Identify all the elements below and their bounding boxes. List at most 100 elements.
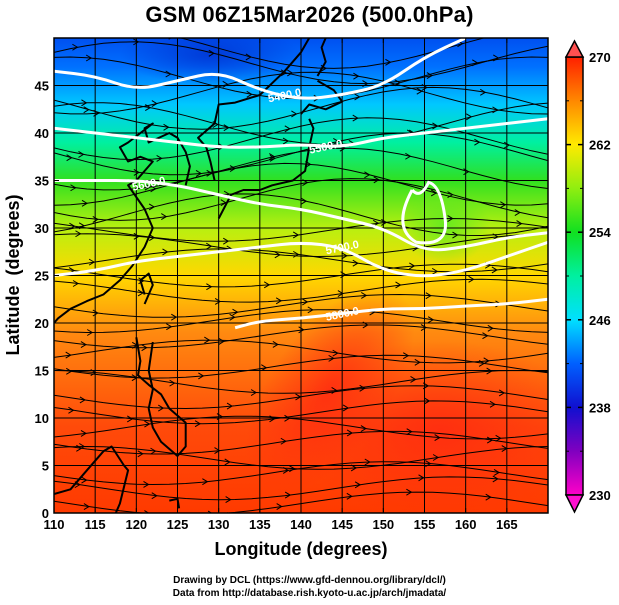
y-tick-label: 20 xyxy=(35,316,49,331)
contour-closed-low xyxy=(401,180,448,245)
stream-arrow xyxy=(354,481,362,489)
stream-arrow xyxy=(280,69,287,77)
stream-arrow xyxy=(360,425,367,432)
stream-arrow xyxy=(331,387,338,394)
y-tick-label: 10 xyxy=(35,411,49,426)
stream-arrow xyxy=(425,292,432,300)
stream-arrow xyxy=(426,72,433,80)
y-tick-label: 25 xyxy=(35,269,49,284)
coastline xyxy=(217,118,315,219)
stream-arrow xyxy=(169,379,176,387)
contour-line xyxy=(234,297,548,330)
stream-arrow xyxy=(232,308,239,316)
stream-arrow xyxy=(75,230,82,238)
stream-arrow xyxy=(409,262,416,270)
stream-arrow xyxy=(202,478,209,486)
stream-arrow xyxy=(486,436,494,444)
stream-arrow xyxy=(361,292,368,299)
stream-arrow xyxy=(410,376,417,383)
y-tick-label: 45 xyxy=(35,79,49,94)
warm-tongue xyxy=(245,285,415,495)
stream-arrow xyxy=(500,201,507,209)
stream-arrow xyxy=(83,106,90,114)
stream-arrow xyxy=(284,125,291,133)
stream-arrow xyxy=(414,358,421,366)
x-tick-label: 165 xyxy=(496,517,518,532)
stream-arrow xyxy=(364,458,371,466)
y-axis: 0 5 10 15 20 25 30 35 40 45 xyxy=(35,79,548,521)
stream-arrow xyxy=(430,189,438,197)
stream-arrow xyxy=(353,72,360,80)
stream-arrow xyxy=(137,450,144,458)
stream-arrow xyxy=(482,332,489,340)
stream-arrow xyxy=(395,281,402,289)
stream-arrow xyxy=(206,242,213,250)
y-axis-title: Latitude (degrees) xyxy=(3,194,23,355)
stream-arrow xyxy=(143,481,150,488)
stream-arrow xyxy=(83,503,90,510)
stream-arrow xyxy=(79,396,86,404)
stream-arrow xyxy=(275,297,283,305)
stream-arrow xyxy=(276,503,283,510)
stream-arrow xyxy=(487,324,494,332)
contour-line xyxy=(54,38,467,100)
x-tick-label: 155 xyxy=(414,517,436,532)
stream-arrow xyxy=(337,290,344,297)
stream-arrow xyxy=(493,469,500,476)
stream-arrow xyxy=(156,155,163,162)
stream-arrow xyxy=(214,298,222,305)
stream-arrow xyxy=(492,106,499,114)
stream-arrow xyxy=(151,492,158,500)
stream-arrow xyxy=(518,27,523,33)
stream-arrow xyxy=(68,406,75,414)
x-tick-label: 110 xyxy=(44,517,65,532)
stream-arrow xyxy=(364,171,371,179)
stream-arrow xyxy=(385,58,392,66)
stream-arrow xyxy=(269,153,276,161)
stream-arrow xyxy=(432,454,440,461)
stream-arrow xyxy=(352,114,359,122)
x-tick-label: 130 xyxy=(208,517,230,532)
credit-drawing: Drawing by DCL (https://www.gfd-dennou.o… xyxy=(173,575,446,586)
stream-arrow xyxy=(72,43,79,51)
x-tick-label: 140 xyxy=(290,517,312,532)
cold-core xyxy=(120,38,300,85)
stream-arrow xyxy=(198,372,205,380)
stream-arrow xyxy=(171,313,178,321)
coastline xyxy=(139,272,154,305)
stream-arrow xyxy=(133,232,140,240)
stream-arrow xyxy=(246,90,253,98)
stream-arrow xyxy=(263,281,271,289)
stream-arrow xyxy=(280,437,287,445)
stream-arrow xyxy=(88,258,96,266)
stream-arrow xyxy=(226,402,233,410)
colorbar-tick-label: 270 xyxy=(589,50,611,65)
stream-arrow xyxy=(328,354,335,362)
stream-arrow xyxy=(208,49,215,57)
stream-arrow xyxy=(222,237,230,245)
stream-arrow xyxy=(81,476,88,484)
stream-arrow xyxy=(418,474,425,482)
stream-arrow xyxy=(250,389,258,396)
stream-arrow xyxy=(133,38,140,46)
coastline xyxy=(300,79,344,115)
stream-arrow xyxy=(272,341,279,348)
y-tick-label: 30 xyxy=(35,221,49,236)
stream-arrow xyxy=(466,113,473,121)
stream-arrow xyxy=(214,447,221,455)
stream-arrow xyxy=(66,154,73,162)
stream-arrow xyxy=(307,306,314,314)
stream-arrow xyxy=(346,492,353,500)
stream-arrow xyxy=(137,289,144,297)
stream-arrow xyxy=(165,70,172,78)
stream-arrow xyxy=(394,79,401,87)
stream-arrow xyxy=(65,351,72,359)
stream-arrow xyxy=(204,336,211,344)
stream-arrow xyxy=(434,434,441,442)
stream-arrow xyxy=(282,137,290,145)
stream-arrow xyxy=(269,415,276,423)
stream-arrow xyxy=(352,259,359,267)
stream-arrow xyxy=(427,316,435,324)
stream-arrow xyxy=(261,364,268,372)
